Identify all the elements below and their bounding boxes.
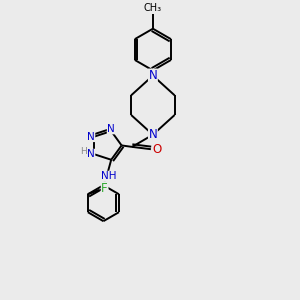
Text: N: N: [107, 124, 115, 134]
Text: N: N: [148, 69, 157, 82]
Text: H: H: [80, 147, 87, 156]
Text: O: O: [153, 143, 162, 156]
Text: N: N: [148, 128, 157, 141]
Text: N: N: [87, 149, 95, 159]
Text: CH₃: CH₃: [144, 3, 162, 13]
Text: NH: NH: [101, 171, 117, 181]
Text: F: F: [101, 182, 108, 195]
Text: N: N: [87, 132, 95, 142]
